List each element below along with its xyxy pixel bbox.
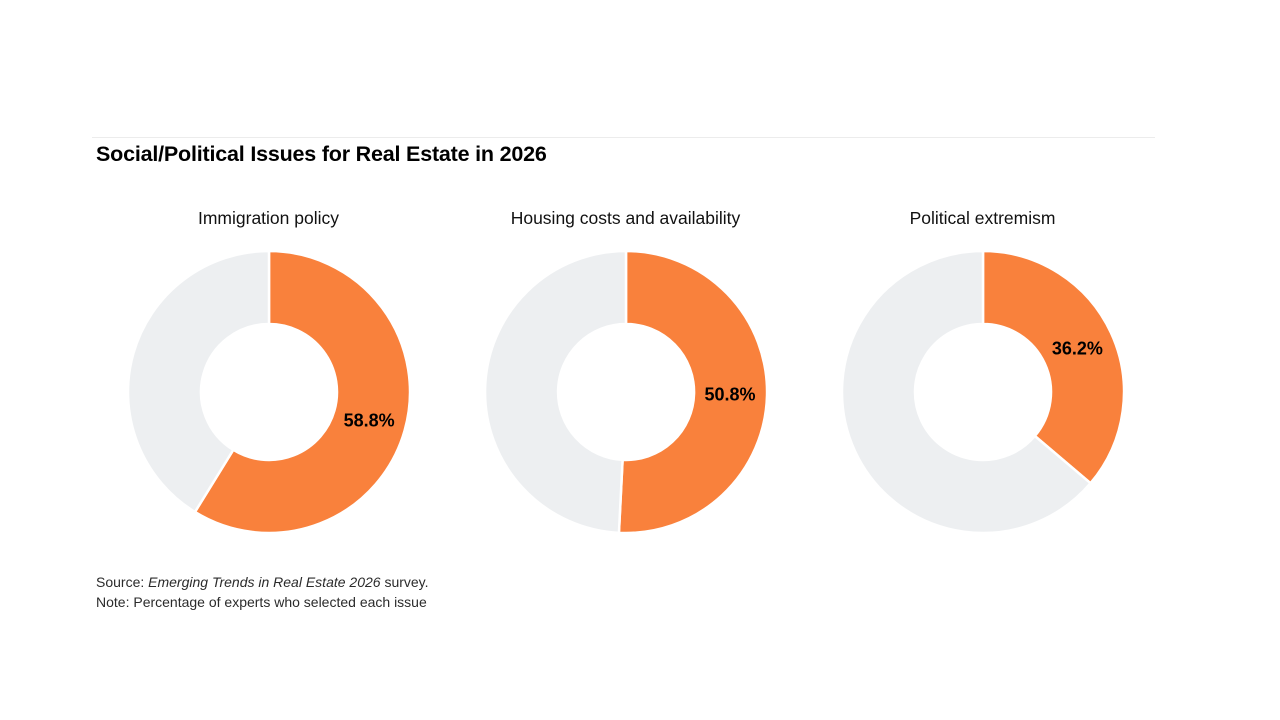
donut-value-label: 36.2% bbox=[1051, 338, 1102, 358]
source-line: Source: Emerging Trends in Real Estate 2… bbox=[96, 572, 429, 592]
chart-housing-costs: Housing costs and availability 50.8% bbox=[447, 207, 804, 542]
note-line: Note: Percentage of experts who selected… bbox=[96, 594, 427, 610]
chart-immigration-policy: Immigration policy 58.8% bbox=[90, 207, 447, 542]
donut-chart-immigration-policy: 58.8% bbox=[126, 249, 411, 535]
source-suffix: survey. bbox=[380, 574, 429, 590]
donut-value-label: 50.8% bbox=[704, 385, 755, 405]
source-publication: Emerging Trends in Real Estate 2026 bbox=[148, 574, 381, 590]
page-title: Social/Political Issues for Real Estate … bbox=[96, 142, 547, 166]
chart-title-immigration-policy: Immigration policy bbox=[197, 208, 340, 228]
donut-selected-slice bbox=[617, 249, 768, 535]
donut-chart-political-extremism: 36.2% bbox=[840, 249, 1125, 535]
donut-selected-slice bbox=[981, 249, 1125, 485]
donut-chart-housing-costs: 50.8% bbox=[483, 249, 768, 535]
chart-title-housing-costs: Housing costs and availability bbox=[510, 208, 741, 228]
donut-charts-row: Immigration policy 58.8% Housing costs a… bbox=[90, 207, 1161, 542]
donut-remainder-slice bbox=[126, 249, 270, 514]
title-divider bbox=[92, 137, 1155, 138]
chart-title-political-extremism: Political extremism bbox=[909, 208, 1056, 228]
donut-selected-slice bbox=[193, 249, 411, 535]
donut-remainder-slice bbox=[483, 249, 627, 535]
chart-political-extremism: Political extremism 36.2% bbox=[804, 207, 1161, 542]
donut-remainder-slice bbox=[840, 249, 1092, 535]
source-label: Source: bbox=[96, 574, 149, 590]
source-note: Source: Emerging Trends in Real Estate 2… bbox=[96, 572, 429, 612]
donut-value-label: 58.8% bbox=[343, 410, 394, 430]
